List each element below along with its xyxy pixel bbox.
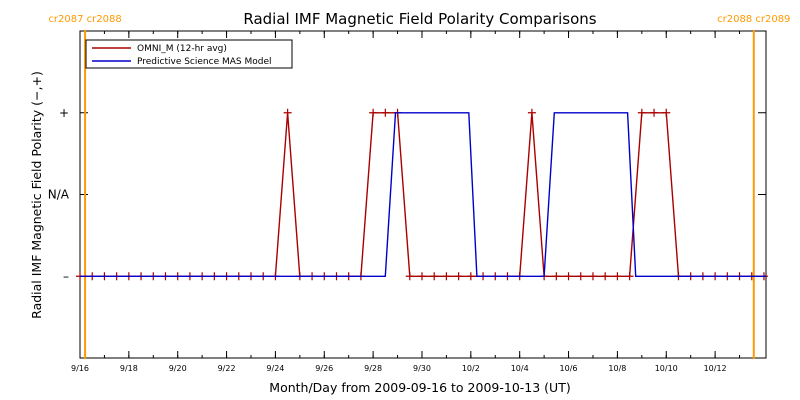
data-point [369, 108, 378, 117]
plot-frame [79, 30, 767, 359]
x-tick-label: 9/28 [364, 364, 382, 373]
x-tick-label: 10/4 [511, 364, 529, 373]
data-point [442, 272, 451, 281]
series-layer [76, 108, 768, 281]
data-point [283, 108, 292, 117]
x-tick-label: 9/18 [120, 364, 138, 373]
x-tick-label: 10/10 [655, 364, 678, 373]
data-point [588, 272, 597, 281]
x-tick-label: 9/20 [169, 364, 187, 373]
data-point [601, 272, 610, 281]
data-point [527, 108, 536, 117]
carrington-rotation-label: cr2087 cr2088 [48, 14, 121, 25]
y-axis-label: Radial IMF Magnetic Field Polarity (−,+) [29, 71, 44, 319]
data-point [430, 272, 439, 281]
carrington-markers: cr2087 cr2088 cr2088 cr2089 [48, 14, 790, 359]
x-tick-label: 9/16 [71, 364, 89, 373]
x-tick-label: 10/6 [560, 364, 578, 373]
x-tick-label: 10/8 [608, 364, 626, 373]
y-tick-label: – [63, 269, 69, 283]
data-point [454, 272, 463, 281]
x-tick-label: 10/12 [704, 364, 727, 373]
y-tick-label: + [59, 106, 69, 120]
legend-label-mas: Predictive Science MAS Model [137, 57, 272, 67]
data-point [417, 272, 426, 281]
x-tick-label: 9/24 [266, 364, 284, 373]
series-line-0 [80, 112, 764, 277]
series-line-1 [80, 112, 766, 277]
x-axis-label: Month/Day from 2009-09-16 to 2009-10-13 … [269, 380, 570, 395]
data-point [625, 272, 634, 281]
data-point [552, 272, 561, 281]
data-point [381, 108, 390, 117]
y-tick-label: N/A [48, 188, 70, 202]
legend: OMNI_M (12-hr avg) Predictive Science MA… [85, 39, 293, 69]
data-point [637, 108, 646, 117]
x-tick-label: 9/26 [315, 364, 333, 373]
x-tick-label: 9/22 [218, 364, 236, 373]
data-point [613, 272, 622, 281]
data-point [466, 272, 475, 281]
chart-title: Radial IMF Magnetic Field Polarity Compa… [243, 10, 596, 28]
data-point [564, 272, 573, 281]
x-tick-label: 9/30 [413, 364, 431, 373]
data-point [576, 272, 585, 281]
legend-label-omni: OMNI_M (12-hr avg) [137, 44, 227, 54]
carrington-rotation-label: cr2088 cr2089 [717, 14, 790, 25]
data-point [650, 108, 659, 117]
axis-ticks: 9/16 9/18 9/20 9/22 9/24 9/26 9/28 9/30 10/2 10/4… [48, 31, 766, 373]
legend-box [85, 39, 293, 69]
data-point [405, 272, 414, 281]
x-tick-label: 10/2 [462, 364, 480, 373]
data-point [662, 108, 671, 117]
